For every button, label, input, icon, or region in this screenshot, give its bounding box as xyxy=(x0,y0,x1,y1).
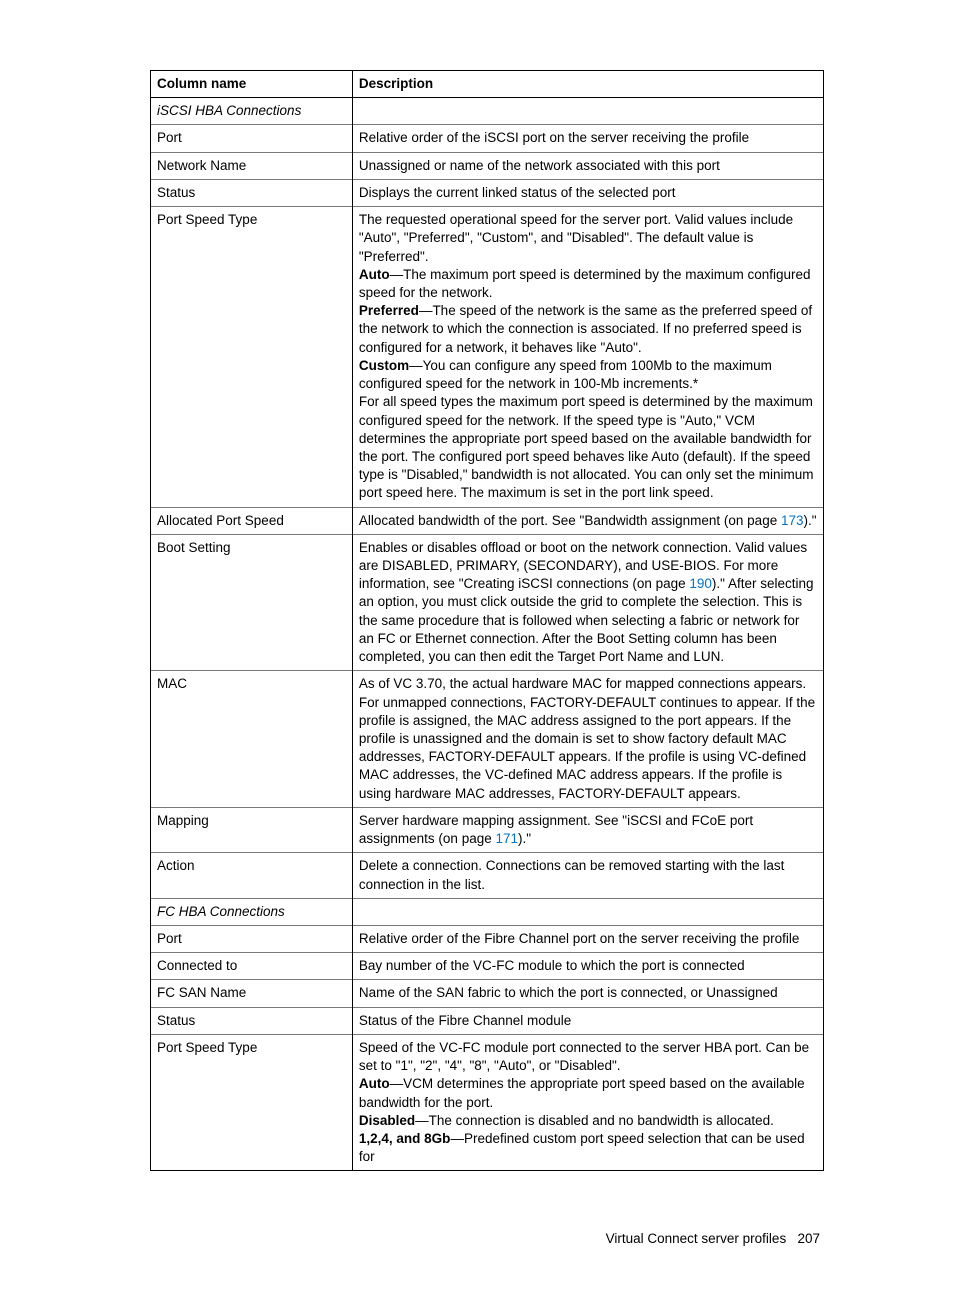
page-link[interactable]: 173 xyxy=(781,513,804,528)
row-description-cell: Delete a connection. Connections can be … xyxy=(352,853,823,898)
text-segment: Auto xyxy=(359,267,390,282)
table-row: StatusStatus of the Fibre Channel module xyxy=(151,1007,824,1034)
row-description-cell: The requested operational speed for the … xyxy=(352,207,823,508)
row-description-cell: As of VC 3.70, the actual hardware MAC f… xyxy=(352,671,823,808)
row-description-cell: Displays the current linked status of th… xyxy=(352,179,823,206)
text-segment: Speed of the VC-FC module port connected… xyxy=(359,1040,809,1073)
row-description-cell: Server hardware mapping assignment. See … xyxy=(352,807,823,852)
row-name-cell: Allocated Port Speed xyxy=(151,507,353,534)
row-name-cell: FC HBA Connections xyxy=(151,898,353,925)
text-segment: Server hardware mapping assignment. See … xyxy=(359,813,753,846)
row-name-cell: Status xyxy=(151,179,353,206)
row-description-cell xyxy=(352,98,823,125)
text-segment: —You can configure any speed from 100Mb … xyxy=(359,358,772,391)
text-segment: —VCM determines the appropriate port spe… xyxy=(359,1076,805,1109)
row-name-cell: Boot Setting xyxy=(151,534,353,671)
text-segment: —The speed of the network is the same as… xyxy=(359,303,812,354)
text-segment: )." xyxy=(518,831,531,846)
row-description-cell: Relative order of the Fibre Channel port… xyxy=(352,925,823,952)
row-description-cell: Speed of the VC-FC module port connected… xyxy=(352,1034,823,1171)
page-footer: Virtual Connect server profiles 207 xyxy=(150,1231,824,1246)
header-column-name: Column name xyxy=(151,71,353,98)
text-segment: —The maximum port speed is determined by… xyxy=(359,267,811,300)
text-segment: )." xyxy=(804,513,817,528)
page-link[interactable]: 171 xyxy=(495,831,518,846)
row-name-cell: Port xyxy=(151,125,353,152)
text-segment: 1,2,4, and 8Gb xyxy=(359,1131,451,1146)
row-description-cell: Enables or disables offload or boot on t… xyxy=(352,534,823,671)
table-row: Port Speed TypeThe requested operational… xyxy=(151,207,824,508)
table-row: Network NameUnassigned or name of the ne… xyxy=(151,152,824,179)
footer-section: Virtual Connect server profiles xyxy=(606,1231,787,1246)
table-row: FC HBA Connections xyxy=(151,898,824,925)
table-row: Allocated Port Speed Allocated bandwidth … xyxy=(151,507,824,534)
footer-page-number: 207 xyxy=(797,1231,820,1246)
row-name-cell: Port Speed Type xyxy=(151,1034,353,1171)
table-header-row: Column name Description xyxy=(151,71,824,98)
text-segment: The requested operational speed for the … xyxy=(359,212,793,263)
row-name-cell: Connected to xyxy=(151,953,353,980)
table-row: PortRelative order of the Fibre Channel … xyxy=(151,925,824,952)
row-description-cell: Name of the SAN fabric to which the port… xyxy=(352,980,823,1007)
row-description-cell: Status of the Fibre Channel module xyxy=(352,1007,823,1034)
row-description-cell xyxy=(352,898,823,925)
text-segment: Allocated bandwidth of the port. See "Ba… xyxy=(359,513,781,528)
table-row: PortRelative order of the iSCSI port on … xyxy=(151,125,824,152)
table-row: Port Speed TypeSpeed of the VC-FC module… xyxy=(151,1034,824,1171)
row-name-cell: FC SAN Name xyxy=(151,980,353,1007)
table-row: iSCSI HBA Connections xyxy=(151,98,824,125)
row-name-cell: Status xyxy=(151,1007,353,1034)
text-segment: —The connection is disabled and no bandw… xyxy=(415,1113,774,1128)
row-name-cell: Port xyxy=(151,925,353,952)
table-row: Connected toBay number of the VC-FC modu… xyxy=(151,953,824,980)
row-name-cell: iSCSI HBA Connections xyxy=(151,98,353,125)
text-segment: Preferred xyxy=(359,303,419,318)
page-link[interactable]: 190 xyxy=(689,576,712,591)
row-description-cell: Relative order of the iSCSI port on the … xyxy=(352,125,823,152)
table-row: StatusDisplays the current linked status… xyxy=(151,179,824,206)
table-row: ActionDelete a connection. Connections c… xyxy=(151,853,824,898)
row-name-cell: Network Name xyxy=(151,152,353,179)
row-name-cell: Mapping xyxy=(151,807,353,852)
header-description: Description xyxy=(352,71,823,98)
table-row: MappingServer hardware mapping assignmen… xyxy=(151,807,824,852)
text-segment: For all speed types the maximum port spe… xyxy=(359,394,814,500)
table-row: Boot SettingEnables or disables offload … xyxy=(151,534,824,671)
row-description-cell: Unassigned or name of the network associ… xyxy=(352,152,823,179)
row-name-cell: Action xyxy=(151,853,353,898)
text-segment: Auto xyxy=(359,1076,390,1091)
text-segment: Disabled xyxy=(359,1113,415,1128)
definitions-table: Column name Description iSCSI HBA Connec… xyxy=(150,70,824,1171)
row-description-cell: Bay number of the VC-FC module to which … xyxy=(352,953,823,980)
row-name-cell: Port Speed Type xyxy=(151,207,353,508)
row-description-cell: Allocated bandwidth of the port. See "Ba… xyxy=(352,507,823,534)
row-name-cell: MAC xyxy=(151,671,353,808)
table-row: FC SAN NameName of the SAN fabric to whi… xyxy=(151,980,824,1007)
table-row: MACAs of VC 3.70, the actual hardware MA… xyxy=(151,671,824,808)
text-segment: Custom xyxy=(359,358,409,373)
